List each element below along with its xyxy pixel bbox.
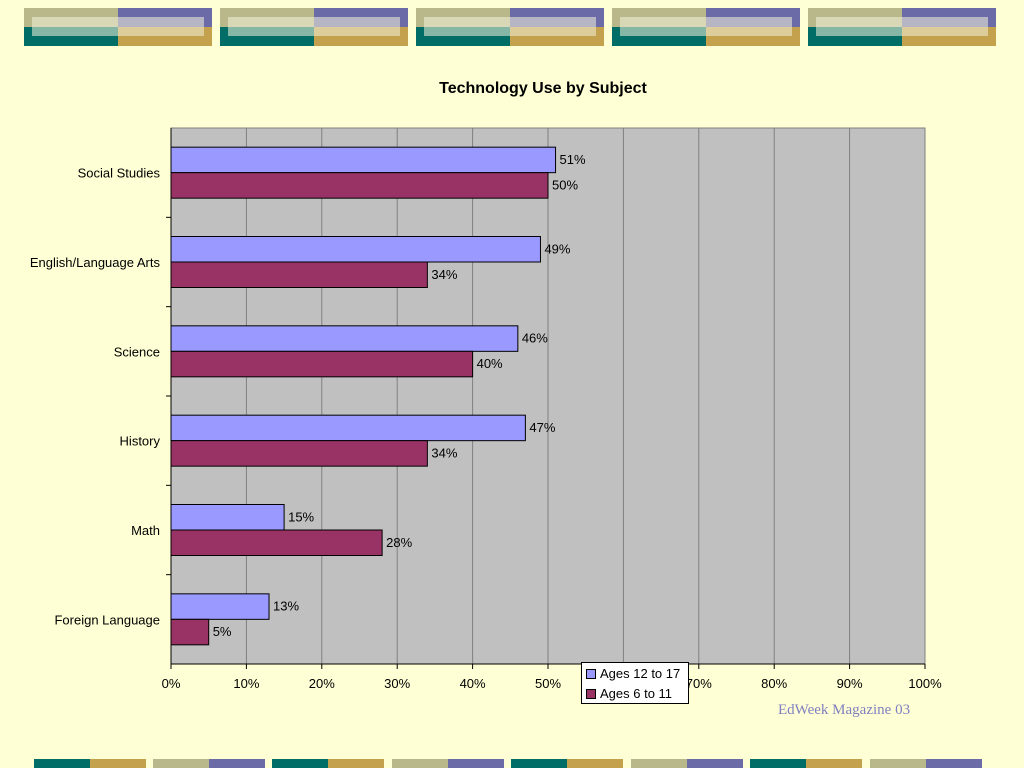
bar: [170, 618, 210, 646]
bar: [170, 172, 549, 199]
x-tick-label: 10%: [233, 676, 259, 691]
decor-block: [392, 759, 504, 768]
x-tick-label: 80%: [761, 676, 787, 691]
decor-block: [220, 8, 408, 46]
x-tick-label: 50%: [535, 676, 561, 691]
legend-item: Ages 6 to 11: [586, 685, 672, 703]
x-tick-label: 100%: [908, 676, 942, 691]
data-label: 40%: [477, 356, 503, 371]
bar: [170, 146, 557, 174]
data-label: 13%: [273, 599, 299, 614]
y-category-label: History: [120, 434, 161, 449]
x-tick-label: 90%: [837, 676, 863, 691]
decor-block: [511, 759, 623, 768]
x-tick-label: 30%: [384, 676, 410, 691]
source-credit: EdWeek Magazine 03: [778, 702, 911, 718]
decor-block: [870, 759, 982, 768]
bar: [170, 414, 526, 442]
y-category-label: English/Language Arts: [30, 255, 161, 270]
bar: [170, 236, 541, 263]
data-label: 34%: [431, 267, 457, 282]
data-label: 46%: [522, 331, 548, 346]
decor-block: [153, 759, 265, 768]
chart-legend: Ages 12 to 17 Ages 6 to 11: [581, 662, 689, 704]
x-tick-label: 0%: [162, 676, 181, 691]
y-category-label: Social Studies: [78, 166, 161, 181]
bar: [170, 261, 428, 288]
x-tick-label: 20%: [309, 676, 335, 691]
data-label: 28%: [386, 535, 412, 550]
chart-title: Technology Use by Subject: [439, 80, 647, 97]
legend-label: Ages 6 to 11: [600, 686, 673, 701]
decor-block: [416, 8, 604, 46]
bar: [170, 593, 270, 620]
decor-block: [272, 759, 384, 768]
data-label: 34%: [431, 445, 457, 460]
decor-block: [631, 759, 743, 768]
bar: [170, 325, 519, 352]
bar: [170, 529, 383, 556]
data-label: 51%: [560, 152, 586, 167]
plot-area: 0%10%20%30%40%50%60%70%80%90%100%Social …: [30, 127, 942, 691]
data-label: 15%: [288, 509, 314, 524]
y-category-label: Science: [114, 344, 160, 359]
legend-swatch: [586, 688, 596, 699]
data-label: 5%: [213, 624, 232, 639]
legend-label: Ages 12 to 17: [600, 666, 681, 681]
bar: [170, 504, 285, 531]
legend-item: Ages 12 to 17: [586, 665, 680, 683]
y-category-label: Math: [131, 523, 160, 538]
data-label: 49%: [544, 241, 570, 256]
decor-block: [24, 8, 212, 46]
decor-block: [612, 8, 800, 46]
legend-swatch: [586, 668, 596, 679]
data-label: 47%: [529, 420, 555, 435]
decor-block: [750, 759, 862, 768]
decor-block: [34, 759, 146, 768]
bar: [170, 350, 474, 378]
y-category-label: Foreign Language: [54, 612, 160, 627]
bar: [170, 440, 428, 467]
x-tick-label: 40%: [460, 676, 486, 691]
x-tick-label: 70%: [686, 676, 712, 691]
decor-block: [808, 8, 996, 46]
data-label: 50%: [552, 177, 578, 192]
